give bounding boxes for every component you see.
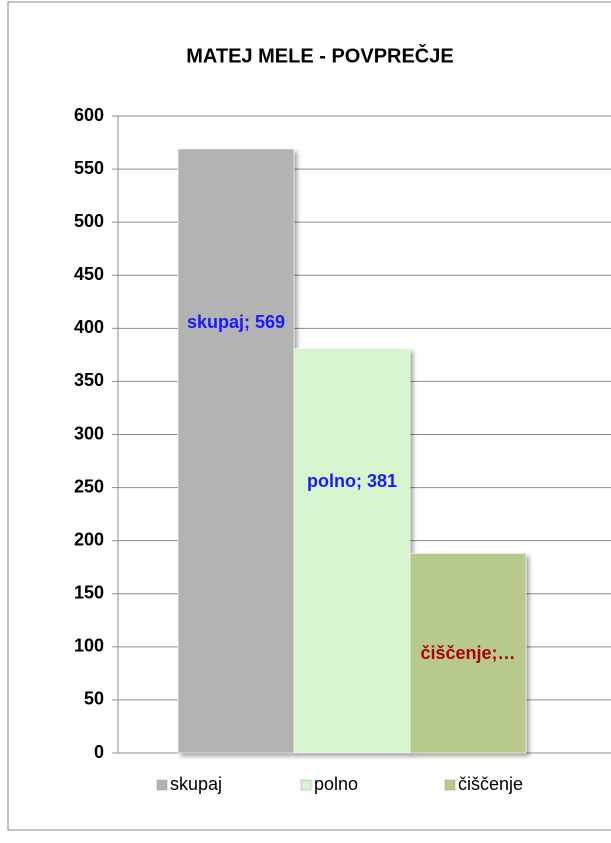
data-label: čiščenje;… bbox=[420, 643, 516, 664]
y-tick-label: 250 bbox=[74, 476, 104, 496]
y-tick-label: 450 bbox=[74, 264, 104, 284]
legend-label: polno bbox=[314, 774, 358, 794]
y-tick-label: 300 bbox=[74, 423, 104, 443]
chart-title: MATEJ MELE - POVPREČJE bbox=[186, 43, 453, 67]
y-tick-label: 400 bbox=[74, 317, 104, 337]
data-label: skupaj; 569 bbox=[186, 311, 286, 332]
y-tick-label: 50 bbox=[84, 689, 104, 709]
legend-marker bbox=[156, 779, 168, 791]
legend-marker bbox=[300, 779, 312, 791]
bar bbox=[293, 348, 411, 754]
y-tick-label: 550 bbox=[74, 158, 104, 178]
y-tick-label: 150 bbox=[74, 583, 104, 603]
y-tick-label: 0 bbox=[94, 742, 104, 762]
bar bbox=[409, 552, 527, 754]
y-tick-label: 350 bbox=[74, 370, 104, 390]
data-label-box: polno; 381 bbox=[306, 470, 397, 491]
data-label-box: čiščenje;… bbox=[420, 643, 516, 664]
y-tick-label: 500 bbox=[74, 211, 104, 231]
data-label: polno; 381 bbox=[306, 470, 397, 491]
data-label-box: skupaj; 569 bbox=[186, 311, 286, 332]
legend-label: skupaj bbox=[170, 774, 222, 794]
legend-marker bbox=[444, 779, 456, 791]
y-tick-label: 100 bbox=[74, 636, 104, 656]
legend-label: čiščenje bbox=[458, 774, 523, 794]
y-tick-label: 600 bbox=[74, 105, 104, 125]
bar bbox=[177, 148, 295, 754]
y-tick-label: 200 bbox=[74, 529, 104, 549]
